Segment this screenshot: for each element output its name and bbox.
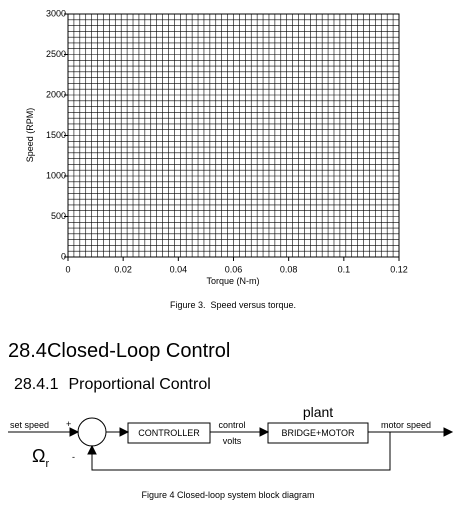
x-tick-label: 0.12 (390, 264, 408, 274)
controller-block (127, 422, 211, 444)
figure-caption: Figure 4 Closed-loop system block diagra… (141, 490, 314, 500)
y-tick-label: 3000 (46, 8, 66, 18)
y-tick-label: 0 (61, 251, 66, 261)
figure-caption: Figure 3. Speed versus torque. (170, 300, 296, 310)
controller-label: CONTROLLER (138, 428, 200, 438)
plant-block (267, 422, 369, 444)
y-tick-label: 1000 (46, 170, 66, 180)
y-tick-label: 1500 (46, 130, 66, 140)
section-title: Closed-Loop Control (47, 340, 230, 362)
x-tick-label: 0.08 (280, 264, 298, 274)
subsection-heading: 28.4.1 Proportional Control (14, 376, 211, 393)
x-tick-label: 0.02 (114, 264, 132, 274)
y-axis-label: Speed (RPM) (25, 108, 35, 163)
output-label: motor speed (381, 420, 431, 430)
arrow-head (443, 427, 454, 437)
x-axis-label: Torque (N-m) (206, 276, 259, 286)
subscript: r (45, 458, 49, 470)
section-heading: 28.4Closed-Loop Control (8, 340, 230, 362)
x-tick-label: 0.06 (225, 264, 243, 274)
x-tick-label: 0 (65, 264, 70, 274)
input-symbol: Ωr (32, 446, 49, 470)
y-tick-label: 2000 (46, 89, 66, 99)
subsection-number: 28.4.1 (14, 376, 59, 393)
plot-frame (67, 13, 400, 258)
y-tick-label: 500 (51, 211, 66, 221)
arrow-head (259, 427, 270, 437)
minus-sign: - (72, 452, 75, 462)
feedback-line (91, 432, 391, 471)
arrow-head (119, 427, 130, 437)
omega: Ω (32, 446, 45, 466)
arrow-head (87, 444, 97, 455)
plant-label: BRIDGE+MOTOR (281, 428, 355, 438)
arrow-head (69, 427, 80, 437)
block-diagram (8, 417, 454, 471)
summing-junction (77, 417, 107, 447)
subsection-title: Proportional Control (68, 376, 210, 393)
section-number: 28.4 (8, 340, 47, 362)
y-tick-label: 2500 (46, 49, 66, 59)
plant-title: plant (303, 404, 333, 420)
x-tick-label: 0.04 (170, 264, 188, 274)
signal-label: control (218, 420, 245, 430)
input-label: set speed (10, 420, 49, 430)
x-tick-label: 0.1 (338, 264, 351, 274)
plus-sign: + (66, 419, 71, 429)
signal-label: volts (223, 436, 242, 446)
